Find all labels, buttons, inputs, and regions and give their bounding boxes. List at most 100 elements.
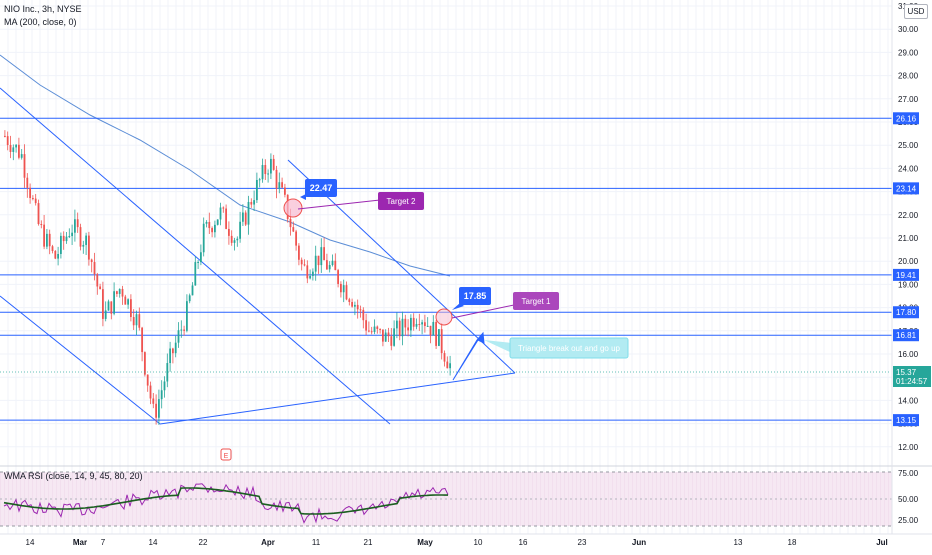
candle-body: [26, 177, 29, 188]
price-22-callout[interactable]: [305, 179, 337, 197]
candle-body: [314, 255, 317, 272]
ma-legend[interactable]: MA (200, close, 0): [4, 17, 77, 27]
earnings-marker[interactable]: [220, 448, 232, 461]
target-2-pointer: [297, 199, 381, 210]
candle-body: [351, 302, 353, 307]
candle-body: [228, 228, 230, 236]
vertical-grid: [7, 0, 889, 534]
level-tag-label: 17.80: [896, 308, 917, 317]
candle-body: [135, 314, 138, 326]
price-17-callout[interactable]: [459, 287, 491, 305]
candle-body: [272, 158, 275, 170]
breakout-arrow[interactable]: [452, 331, 485, 381]
candle-body: [62, 235, 65, 242]
candle-body: [191, 285, 194, 296]
target-1-callout[interactable]: [513, 292, 559, 310]
price-tick-label: 25.00: [898, 141, 919, 150]
candle-body: [104, 310, 107, 319]
candle-body: [309, 275, 311, 279]
descending-channel-upper[interactable]: [0, 87, 391, 425]
candle-body: [138, 314, 141, 328]
candle-body: [253, 200, 255, 205]
rsi-legend[interactable]: WMA RSI (close, 14, 9, 45, 80, 20): [4, 471, 143, 481]
horizontal-levels[interactable]: [0, 117, 892, 421]
candle-body: [51, 246, 54, 251]
candle-body: [401, 318, 404, 337]
candle-body: [435, 321, 437, 346]
candle-body: [387, 332, 390, 337]
chart-legend[interactable]: NIO Inc., 3h, NYSE MA (200, close, 0): [4, 3, 82, 29]
target-2-callout[interactable]: [378, 192, 424, 210]
candle-body: [382, 329, 384, 342]
candle-body: [250, 201, 253, 205]
candle-body: [194, 262, 197, 286]
candle-body: [23, 154, 26, 178]
candle-body: [130, 299, 132, 318]
candle-body: [328, 265, 331, 270]
candle-body: [107, 301, 110, 311]
candle-body: [141, 327, 143, 353]
target-2-circle[interactable]: [283, 198, 303, 218]
rsi-axis: 75.00 50.00 25.00: [898, 469, 919, 525]
candle-body: [264, 165, 267, 175]
current-price-tag: [893, 366, 931, 387]
candle-body: [90, 259, 93, 263]
candle-body: [292, 227, 295, 232]
candle-body: [449, 363, 451, 369]
candle-body: [376, 326, 379, 329]
candle-body: [43, 224, 45, 247]
time-tick-label: 16: [519, 538, 528, 547]
candle-body: [158, 399, 160, 418]
candle-body: [295, 231, 297, 246]
level-tag-label: 19.41: [896, 271, 917, 280]
time-tick-label: 23: [578, 538, 587, 547]
candle-body: [233, 240, 236, 243]
symbol-title[interactable]: NIO Inc., 3h, NYSE: [4, 4, 82, 14]
level-tag-label: 26.16: [896, 114, 917, 123]
trendlines[interactable]: [0, 87, 516, 425]
current-price-label: 15.37: [896, 368, 917, 377]
candle-body: [180, 329, 183, 331]
candle-body: [12, 147, 15, 152]
price-tick-label: 30.00: [898, 25, 919, 34]
breakout-note-callout[interactable]: [509, 337, 629, 359]
currency-badge[interactable]: USD: [904, 4, 928, 19]
breakout-note-label: Triangle break out and go up: [518, 344, 621, 353]
candle-body: [410, 317, 412, 331]
candle-body: [258, 179, 261, 181]
level-tag: [893, 268, 919, 281]
candle-body: [6, 136, 9, 145]
candle-body: [365, 320, 367, 331]
time-tick-label: May: [417, 538, 433, 547]
candle-body: [404, 318, 407, 328]
candle-body: [160, 390, 163, 400]
candle-body: [407, 327, 409, 331]
candle-body: [76, 219, 79, 228]
triangle-lower-line[interactable]: [159, 372, 516, 425]
candle-body: [289, 218, 292, 228]
note-pointer-head: [484, 340, 512, 353]
level-tag: [893, 414, 919, 427]
candle-body: [432, 321, 435, 336]
candle-body: [18, 144, 20, 158]
time-axis[interactable]: 14 Mar 7 14 22 Apr 11 21 May 10 16 23 Jun 13 18 Jul: [26, 538, 888, 547]
candle-body: [236, 238, 239, 241]
rsi-average-line: [3, 487, 448, 515]
candle-body: [412, 317, 415, 327]
candle-body: [320, 247, 323, 266]
descending-channel-lower[interactable]: [0, 295, 161, 425]
candle-body: [284, 187, 286, 195]
target-1-circle[interactable]: [435, 308, 453, 326]
candle-body: [443, 353, 446, 362]
candle-body: [214, 224, 216, 233]
candle-body: [202, 223, 205, 253]
annotations[interactable]: Target 2 22.47 Target 1 17.85 Triangle b…: [220, 179, 629, 461]
candle-body: [146, 374, 149, 386]
candle-body: [222, 207, 225, 209]
candle-body: [172, 348, 174, 354]
candle-body: [48, 233, 51, 247]
price-tick-label: 12.00: [898, 443, 919, 452]
candle-body: [390, 336, 393, 346]
